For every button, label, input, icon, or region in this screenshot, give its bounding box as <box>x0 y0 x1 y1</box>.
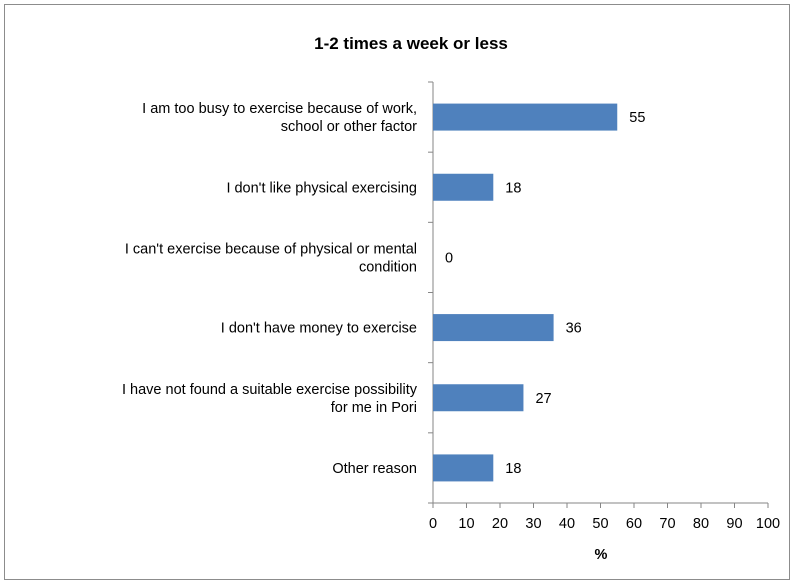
x-tick-label: 20 <box>492 516 508 532</box>
data-label: 36 <box>566 321 582 337</box>
x-tick-label: 40 <box>559 516 575 532</box>
x-tick-label: 0 <box>429 516 437 532</box>
category-label: Other reason <box>332 461 417 477</box>
x-tick-label: 10 <box>458 516 474 532</box>
x-tick-label: 100 <box>756 516 780 532</box>
data-label: 18 <box>505 180 521 196</box>
category-label: I don't like physical exercising <box>226 180 417 196</box>
category-label: I have not found a suitable exercise pos… <box>122 382 418 398</box>
data-label: 55 <box>629 110 645 126</box>
category-label: for me in Pori <box>331 400 417 416</box>
bar <box>433 103 618 131</box>
x-tick-label: 50 <box>592 516 608 532</box>
x-tick-label: 30 <box>525 516 541 532</box>
category-label: condition <box>359 259 417 275</box>
category-label: school or other factor <box>281 119 417 135</box>
data-label: 0 <box>445 250 453 266</box>
x-tick-label: 60 <box>626 516 642 532</box>
data-label: 27 <box>535 391 551 407</box>
x-tick-label: 90 <box>726 516 742 532</box>
category-label: I am too busy to exercise because of wor… <box>142 101 417 117</box>
category-label: I can't exercise because of physical or … <box>125 241 417 257</box>
bar <box>433 173 494 201</box>
bar <box>433 384 524 412</box>
x-tick-label: 80 <box>693 516 709 532</box>
data-label: 18 <box>505 461 521 477</box>
plot-area: 0 10 20 30 40 50 60 70 80 90 100 55 I am too busy to… <box>122 81 780 532</box>
chart-frame <box>4 4 790 580</box>
chart-title: 1-2 times a week or less <box>314 34 508 53</box>
x-axis-title: % <box>595 547 608 563</box>
bar <box>433 454 494 482</box>
bar <box>433 314 554 342</box>
x-tick-label: 70 <box>659 516 675 532</box>
category-label: I don't have money to exercise <box>221 321 417 337</box>
